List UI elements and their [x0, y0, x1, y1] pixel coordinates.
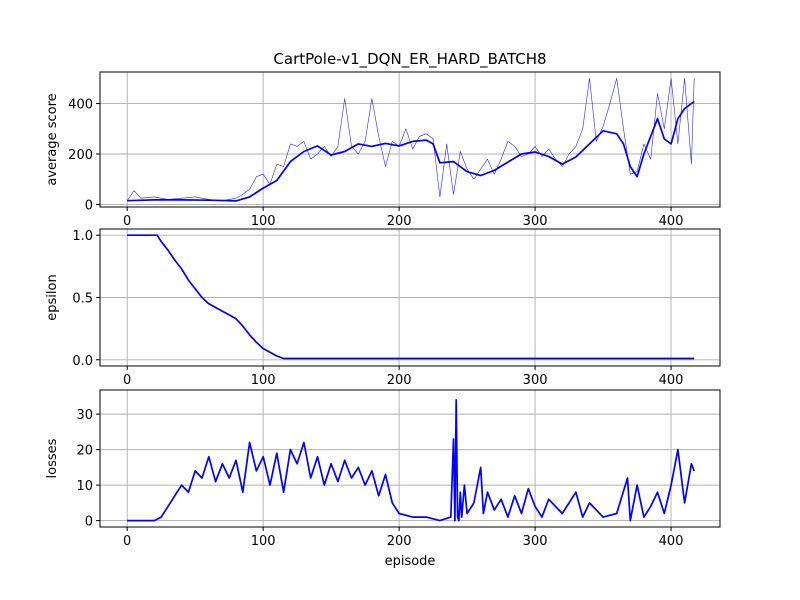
- x-tick-label: 200: [387, 373, 412, 388]
- x-tick-label: 300: [523, 373, 548, 388]
- series-line: [127, 399, 695, 522]
- y-tick-label: 0: [85, 515, 93, 530]
- x-tick-label: 0: [123, 534, 131, 549]
- y-tick-label: 200: [68, 148, 93, 163]
- x-tick-label: 200: [387, 534, 412, 549]
- x-tick-label: 0: [123, 214, 131, 229]
- y-tick-label: 0.0: [72, 354, 93, 369]
- y-tick-label: 0: [85, 198, 93, 213]
- y-tick-label: 30: [76, 408, 93, 423]
- y-tick-label: 1.0: [72, 229, 93, 244]
- series-line: [127, 234, 695, 360]
- x-tick-label: 100: [251, 214, 276, 229]
- y-tick-label: 20: [76, 444, 93, 459]
- y-tick-label: 0.5: [72, 292, 93, 307]
- figure-title: CartPole-v1_DQN_ER_HARD_BATCH8: [273, 50, 546, 69]
- x-tick-label: 300: [523, 214, 548, 229]
- x-tick-label: 100: [251, 534, 276, 549]
- y-tick-label: 400: [68, 98, 93, 113]
- x-tick-label: 200: [387, 214, 412, 229]
- chart-average-score: 0 100 200 300 400 0 200 400 average score: [45, 71, 721, 229]
- axes-frame: [99, 71, 721, 208]
- x-axis-label: episode: [385, 554, 436, 569]
- x-tick-label: 400: [659, 214, 684, 229]
- y-axis-label: epsilon: [45, 274, 60, 320]
- x-tick-label: 100: [251, 373, 276, 388]
- y-axis-label: losses: [45, 438, 60, 478]
- axes-frame: [99, 389, 721, 528]
- x-tick-label: 400: [659, 373, 684, 388]
- series-line: [127, 100, 695, 202]
- chart-losses: 0 100 200 300 400 0 10 20 30 losses episode: [45, 389, 721, 569]
- y-axis-label: average score: [45, 93, 60, 185]
- x-tick-label: 0: [123, 373, 131, 388]
- chart-epsilon: 0 100 200 300 400 0.0 0.5 1.0 epsilon: [45, 228, 721, 388]
- y-tick-label: 10: [76, 479, 93, 494]
- x-tick-label: 300: [523, 534, 548, 549]
- x-tick-label: 400: [659, 534, 684, 549]
- series-line-raw: [126, 78, 695, 201]
